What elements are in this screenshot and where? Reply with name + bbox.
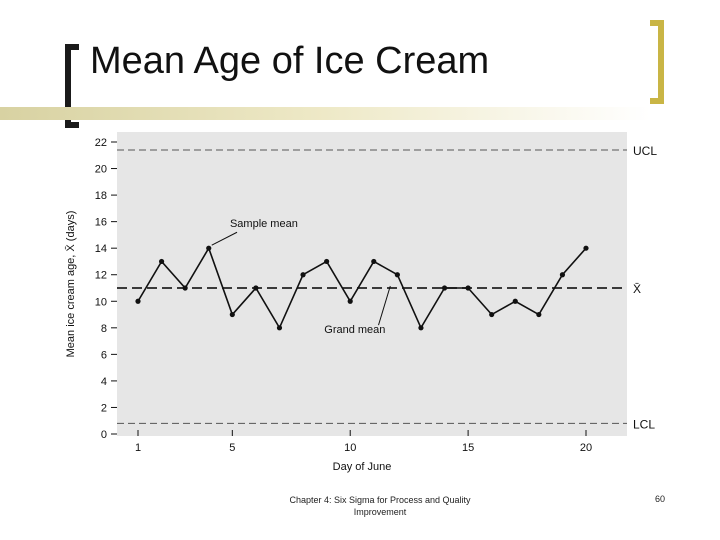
data-point [465, 285, 471, 291]
data-point [182, 285, 188, 291]
data-point [253, 285, 259, 291]
data-point [394, 272, 400, 278]
y-tick-label: 22 [95, 137, 107, 149]
data-point [371, 258, 377, 265]
plot-background [117, 132, 627, 436]
series-line [137, 246, 587, 330]
y-tick-label: 2 [101, 402, 107, 414]
y-tick-label: 4 [101, 376, 107, 388]
data-point [158, 258, 165, 265]
title-bracket-right [650, 20, 664, 104]
x-tick-label: 5 [229, 442, 235, 454]
annotation-grand-mean: Grand mean [324, 324, 385, 336]
y-tick-label: 18 [95, 190, 107, 202]
y-tick-label: 12 [95, 270, 107, 282]
data-point [489, 311, 495, 318]
data-point [559, 272, 566, 278]
data-point [324, 258, 330, 265]
data-point [135, 298, 141, 304]
data-point [276, 325, 283, 331]
annotation-leader [378, 285, 391, 326]
y-tick-label: 16 [95, 217, 107, 229]
y-tick-label: 20 [95, 164, 107, 176]
page-number: 60 [655, 494, 666, 504]
control-chart: 0 2 4 6 8 10 12 14 16 18 20 22 1 5 10 15 20 Day of June Me… [60, 128, 660, 473]
reference-line-label: LCL [633, 417, 655, 431]
reference-line-label: X̄ [633, 282, 641, 296]
data-point [512, 298, 518, 304]
slide-footer: Chapter 4: Six Sigma for Process and Qua… [289, 495, 471, 517]
x-tick-label: 10 [344, 442, 356, 454]
data-point [418, 325, 424, 331]
x-tick-label: 20 [580, 442, 592, 454]
annotation-sample-mean: Sample mean [230, 218, 298, 230]
y-axis-label: Mean ice cream age, X̄ (days) [64, 211, 77, 358]
data-point [347, 298, 353, 304]
data-point [300, 272, 306, 278]
y-tick-label: 6 [101, 349, 107, 361]
data-point [229, 311, 235, 318]
title-underline-bar [0, 107, 650, 120]
x-tick-label: 1 [135, 442, 141, 454]
data-point [583, 245, 589, 251]
data-point [206, 245, 212, 251]
data-point [536, 311, 542, 318]
x-axis-label: Day of June [333, 461, 392, 473]
annotation-leader [211, 231, 238, 246]
y-tick-label: 8 [101, 323, 107, 335]
y-tick-label: 10 [95, 296, 107, 308]
reference-line-label: UCL [633, 144, 657, 158]
y-tick-label: 14 [95, 243, 107, 255]
title-bracket-left [65, 44, 79, 128]
x-tick-label: 15 [462, 442, 474, 454]
data-point [441, 285, 448, 291]
y-tick-label: 0 [101, 429, 107, 441]
slide-title: Mean Age of Ice Cream [90, 40, 490, 82]
